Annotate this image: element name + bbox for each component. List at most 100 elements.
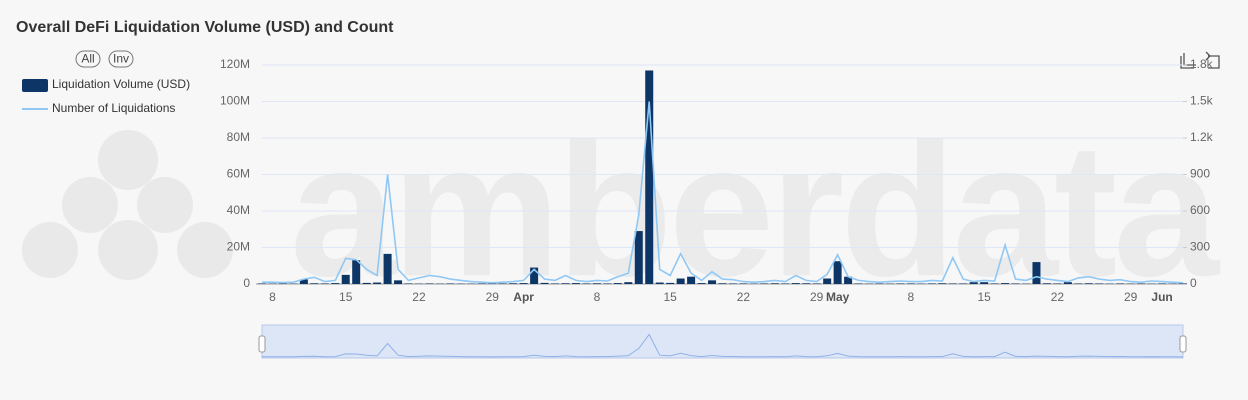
bar — [697, 283, 706, 284]
bar — [770, 283, 779, 284]
bar — [948, 283, 957, 284]
bar — [446, 283, 455, 284]
button[interactable] — [108, 50, 134, 68]
bar — [477, 283, 486, 284]
button[interactable] — [75, 50, 101, 68]
bar — [760, 283, 769, 284]
x-tick-label: Jun — [1151, 290, 1172, 304]
bar — [509, 283, 518, 284]
bar — [1084, 283, 1093, 284]
x-tick-label: 8 — [269, 290, 276, 304]
bar — [728, 283, 737, 284]
bar — [394, 280, 403, 284]
bar — [561, 283, 570, 284]
bar — [1001, 283, 1010, 284]
bar — [645, 70, 654, 284]
x-tick-label: 15 — [977, 290, 991, 304]
x-tick-label: 29 — [486, 290, 500, 304]
bar — [310, 283, 319, 284]
bar — [676, 278, 685, 284]
bar — [613, 283, 622, 284]
bar — [519, 283, 528, 284]
x-tick-label: 22 — [412, 290, 426, 304]
bar — [540, 282, 549, 284]
bar — [791, 283, 800, 284]
navigator[interactable] — [261, 324, 1184, 359]
y-tick-label: 60M — [227, 167, 250, 181]
bar — [1074, 283, 1083, 284]
bar — [1116, 283, 1125, 284]
bar — [906, 283, 915, 284]
bar — [802, 283, 811, 284]
navigator-line — [262, 333, 1184, 358]
y2-tick-label: 1.8k — [1190, 57, 1214, 71]
bar — [1011, 283, 1020, 284]
bar — [404, 283, 413, 284]
y2-tick-label: 300 — [1190, 240, 1210, 254]
bar — [341, 274, 350, 284]
x-tick-label: 8 — [594, 290, 601, 304]
x-tick-label: 15 — [663, 290, 677, 304]
bar — [854, 283, 863, 284]
bar — [875, 283, 884, 284]
bar — [1042, 283, 1051, 284]
legend-label[interactable]: Liquidation Volume (USD) — [52, 77, 190, 91]
bar — [603, 283, 612, 284]
bar — [687, 276, 696, 284]
bar — [896, 283, 905, 284]
bar — [844, 276, 853, 284]
bar — [1179, 283, 1187, 284]
x-tick-label: 8 — [908, 290, 915, 304]
bar — [833, 261, 842, 284]
bar — [739, 283, 748, 284]
bar — [551, 283, 560, 284]
x-tick-label: 29 — [1124, 290, 1138, 304]
bar — [278, 283, 287, 284]
navigator-handle[interactable] — [258, 335, 266, 353]
bar — [1032, 262, 1041, 284]
y2-tick-label: 0 — [1190, 276, 1197, 290]
bar — [383, 253, 392, 284]
x-tick-label: 22 — [737, 290, 751, 304]
bar — [718, 283, 727, 284]
bar — [655, 282, 664, 284]
bar — [990, 283, 999, 284]
x-tick-label: May — [826, 290, 850, 304]
x-tick-label: 29 — [810, 290, 824, 304]
bar — [331, 283, 340, 284]
line — [262, 101, 1184, 284]
bar — [571, 283, 580, 284]
bar — [1063, 282, 1072, 284]
bar — [530, 267, 539, 284]
bar — [1137, 283, 1146, 284]
x-tick-label: 22 — [1051, 290, 1065, 304]
bar — [1053, 283, 1062, 284]
y-tick-label: 120M — [220, 57, 250, 71]
y2-tick-label: 1.5k — [1190, 94, 1214, 108]
bar — [299, 279, 308, 284]
bar — [634, 231, 643, 284]
y2-tick-label: 600 — [1190, 203, 1210, 217]
bar — [781, 283, 790, 284]
bar — [258, 283, 266, 284]
bar — [812, 283, 821, 284]
bar — [624, 282, 633, 284]
bar — [582, 283, 591, 284]
y-tick-label: 100M — [220, 94, 250, 108]
y-tick-label: 80M — [227, 130, 250, 144]
button-label[interactable]: Inv — [113, 52, 129, 66]
bar — [592, 283, 601, 284]
button-label[interactable]: All — [81, 52, 94, 66]
navigator-handle[interactable] — [1179, 335, 1187, 353]
bar — [320, 283, 329, 284]
legend-swatch — [22, 79, 48, 92]
watermark-logo — [22, 130, 233, 280]
legend-label[interactable]: Number of Liquidations — [52, 101, 175, 115]
bar — [959, 283, 968, 284]
bar — [927, 283, 936, 284]
y-tick-label: 0 — [243, 276, 250, 290]
y2-tick-label: 900 — [1190, 167, 1210, 181]
y-tick-label: 20M — [227, 240, 250, 254]
